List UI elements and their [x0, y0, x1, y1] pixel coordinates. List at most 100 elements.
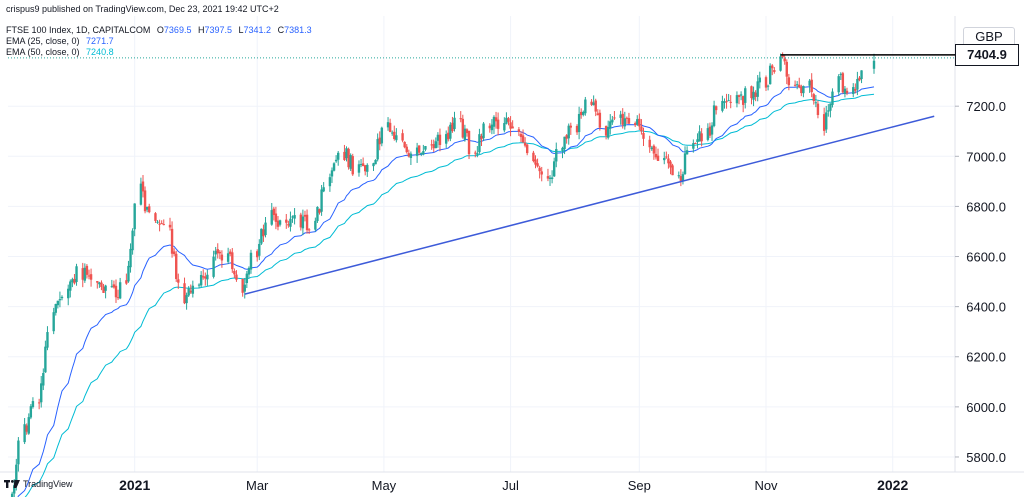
- candle-body: [432, 144, 435, 149]
- candle-body: [594, 100, 597, 112]
- ema50-series: [24, 93, 875, 497]
- candle-body: [480, 135, 483, 140]
- footer-brand[interactable]: TradingView: [4, 479, 73, 489]
- candle-body: [727, 100, 730, 102]
- candle-body: [829, 103, 832, 111]
- candle-body: [233, 270, 236, 275]
- candle-body: [160, 223, 163, 225]
- candle-body: [104, 285, 107, 291]
- candle-body: [679, 176, 683, 181]
- candle-body: [199, 274, 203, 286]
- candle-body: [741, 96, 745, 105]
- candle-body: [278, 220, 282, 225]
- candle-body: [444, 134, 448, 144]
- candle-body: [89, 274, 93, 280]
- candle-body: [276, 220, 280, 227]
- candle-body: [168, 224, 172, 228]
- candle-body: [677, 175, 680, 177]
- candle-body: [459, 118, 462, 120]
- candle-body: [85, 265, 89, 275]
- ema25-legend[interactable]: EMA (25, close, 0) 7271.7: [6, 36, 118, 47]
- candle-body: [812, 94, 815, 102]
- candle-body: [449, 124, 452, 139]
- candle-body: [40, 383, 43, 403]
- candle-body: [590, 101, 593, 105]
- candle-body: [737, 95, 741, 97]
- candle-body: [685, 150, 689, 155]
- candle-body: [218, 251, 222, 254]
- ohlc-low: L7341.2: [238, 25, 272, 35]
- drawings[interactable]: [8, 54, 955, 295]
- candle-body: [505, 117, 508, 124]
- candle-body: [800, 86, 803, 94]
- price-axis-pane[interactable]: [955, 16, 1024, 472]
- candle-body: [565, 135, 568, 139]
- candle-body: [579, 111, 583, 116]
- candle-body: [23, 424, 26, 443]
- candle-body: [781, 54, 784, 58]
- candle-body: [752, 91, 755, 100]
- candle-body: [112, 284, 116, 288]
- tradingview-logo-icon: [4, 480, 20, 488]
- candle-body: [69, 281, 72, 291]
- candle-body: [272, 208, 276, 216]
- candle-body: [345, 148, 348, 159]
- candle-body: [204, 276, 207, 279]
- currency-button[interactable]: GBP: [963, 27, 1015, 47]
- candle-body: [604, 126, 608, 136]
- candle-body: [249, 252, 253, 270]
- candle-body: [638, 118, 641, 127]
- candles: [10, 52, 876, 497]
- candle-body: [183, 283, 186, 304]
- candle-body: [214, 250, 217, 255]
- candle-body: [613, 117, 616, 119]
- candle-body: [372, 163, 375, 167]
- candle-body: [642, 132, 645, 139]
- y-tick-label: 6000.0: [966, 400, 1006, 415]
- candle-body: [133, 203, 136, 230]
- publisher-line: crispus9 published on TradingView.com, D…: [6, 4, 279, 14]
- candle-body: [386, 122, 390, 128]
- candle-body: [694, 142, 697, 144]
- candle-body: [197, 284, 201, 286]
- candle-body: [378, 137, 381, 145]
- ema50-label: EMA (50, close, 0): [6, 47, 80, 57]
- candle-body: [706, 128, 710, 140]
- candle-body: [492, 116, 496, 127]
- candle-body: [376, 139, 379, 160]
- candle-body: [532, 152, 535, 162]
- candle-body: [287, 224, 290, 226]
- x-tick-label: 2021: [119, 477, 150, 493]
- candle-body: [316, 206, 319, 222]
- candle-body: [162, 224, 165, 226]
- candle-body: [596, 113, 599, 115]
- candle-body: [27, 417, 30, 434]
- last-price-label: 7404.9: [955, 43, 1019, 66]
- candle-body: [843, 88, 847, 95]
- candle-body: [359, 164, 363, 166]
- candle-body: [285, 219, 288, 223]
- candle-body: [270, 210, 273, 225]
- candle-body: [67, 288, 70, 299]
- x-tick-label: May: [372, 478, 397, 493]
- candle-body: [665, 156, 668, 158]
- candle-body: [721, 100, 724, 111]
- candle-body: [357, 164, 361, 173]
- y-tick-label: 6600.0: [966, 250, 1006, 265]
- candle-body: [393, 131, 396, 140]
- candle-body: [434, 141, 438, 149]
- candle-body: [569, 125, 573, 128]
- candle-body: [395, 135, 398, 141]
- candle-body: [858, 77, 861, 81]
- candle-body: [766, 85, 770, 87]
- candle-body: [116, 297, 120, 299]
- candle-body: [131, 230, 134, 251]
- candle-body: [654, 153, 658, 158]
- candle-body: [509, 122, 512, 129]
- candle-body: [264, 222, 267, 236]
- ema50-legend[interactable]: EMA (50, close, 0) 7240.8: [6, 47, 118, 58]
- candle-body: [17, 440, 20, 465]
- candle-body: [438, 134, 442, 145]
- candle-body: [845, 90, 849, 94]
